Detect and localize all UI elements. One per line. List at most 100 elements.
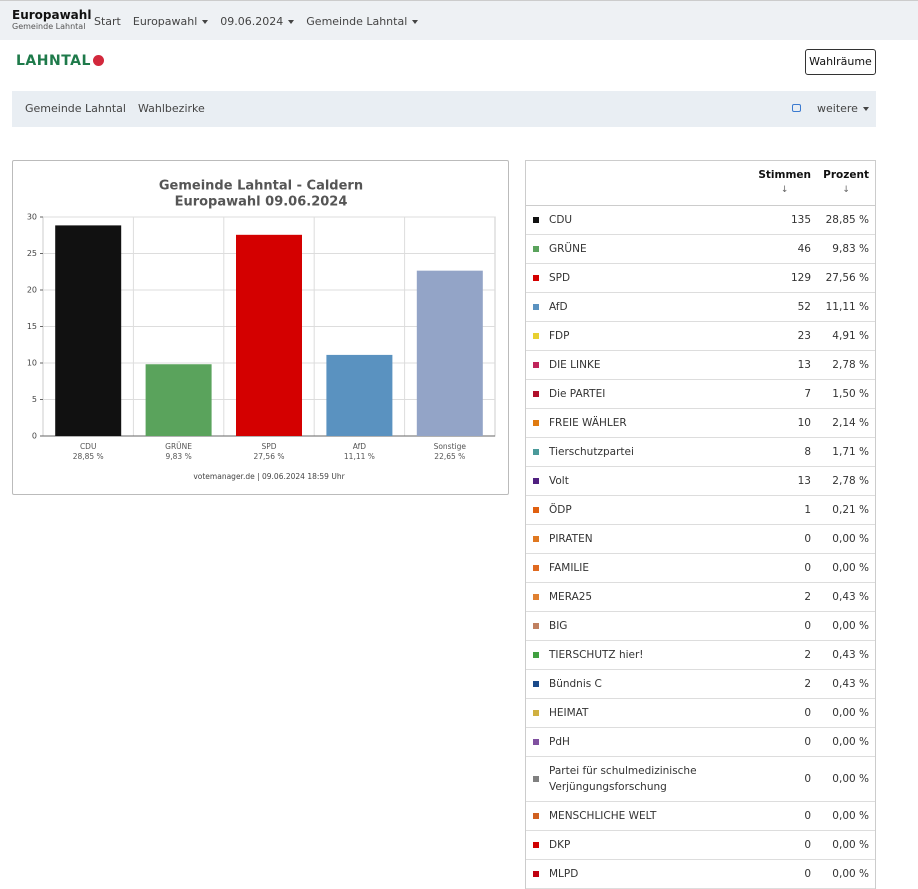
table-row[interactable]: Partei für schulmedizinische Verjüngungs… <box>526 757 875 802</box>
table-row[interactable]: FDP 23 4,91 % <box>526 322 875 351</box>
party-name: PdH <box>549 736 570 748</box>
party-name: DKP <box>549 839 571 851</box>
table-row[interactable]: GRÜNE 46 9,83 % <box>526 235 875 264</box>
button[interactable]: Wahlräume <box>805 49 876 75</box>
table-row[interactable]: AfD 52 11,11 % <box>526 293 875 322</box>
bar <box>236 234 302 436</box>
column-header[interactable]: Prozent ↓ <box>823 169 869 195</box>
table-row[interactable]: MLPD 0 0,00 % <box>526 860 875 889</box>
table-row[interactable]: Die PARTEI 7 1,50 % <box>526 380 875 409</box>
nav-dropdown[interactable]: Europawahl <box>133 15 208 28</box>
table-row[interactable]: MENSCHLICHE WELT 0 0,00 % <box>526 802 875 831</box>
sort-icon: ↓ <box>842 185 850 195</box>
value-label: 27,56 % <box>254 452 285 461</box>
value-label: 22,65 % <box>434 452 465 461</box>
table-row[interactable]: Tierschutzpartei 8 1,71 % <box>526 438 875 467</box>
table-row[interactable]: HEIMAT 0 0,00 % <box>526 699 875 728</box>
percent: 1,50 % <box>832 388 869 400</box>
votes: 8 <box>804 446 811 458</box>
logo[interactable]: LAHNTAL <box>16 53 104 69</box>
bar <box>145 364 212 436</box>
party-color <box>533 333 539 339</box>
table-row[interactable]: CDU 135 28,85 % <box>526 206 875 235</box>
percent: 2,78 % <box>832 359 869 371</box>
y-tick-label: 5 <box>32 395 37 404</box>
print-icon[interactable] <box>792 104 801 112</box>
votes: 0 <box>804 810 811 822</box>
column-title: Prozent <box>823 169 869 181</box>
table-row[interactable]: BIG 0 0,00 % <box>526 612 875 641</box>
table-row[interactable]: SPD 129 27,56 % <box>526 264 875 293</box>
table-row[interactable]: PIRATEN 0 0,00 % <box>526 525 875 554</box>
party-color <box>533 710 539 716</box>
brand-title: Europawahl <box>12 8 92 22</box>
brand[interactable]: Europawahl Gemeinde Lahntal <box>12 8 91 31</box>
percent: 0,43 % <box>832 649 869 661</box>
breadcrumb-link[interactable]: Wahlbezirke <box>137 102 205 115</box>
party-name: FREIE WÄHLER <box>549 417 627 429</box>
nav-link[interactable]: Start <box>94 15 121 28</box>
x-tick-label: AfD <box>353 442 367 451</box>
nav-dropdown[interactable]: Gemeinde Lahntal <box>306 15 418 28</box>
table-row[interactable]: Bündnis C 2 0,43 % <box>526 670 875 699</box>
y-tick-label: 0 <box>32 432 37 441</box>
nav-dropdown[interactable]: 09.06.2024 <box>220 15 294 28</box>
percent: 1,71 % <box>832 446 869 458</box>
column-header[interactable]: Stimmen ↓ <box>758 169 811 195</box>
navbar: Europawahl Gemeinde Lahntal Start Europa… <box>0 0 918 40</box>
party-name: Volt <box>549 475 569 487</box>
votes: 0 <box>804 562 811 574</box>
party-color <box>533 478 539 484</box>
brand-subtitle: Gemeinde Lahntal <box>12 22 86 31</box>
percent: 11,11 % <box>825 301 869 313</box>
percent: 0,00 % <box>832 839 869 851</box>
table-row[interactable]: DKP 0 0,00 % <box>526 831 875 860</box>
y-tick-label: 15 <box>27 322 37 331</box>
votes: 0 <box>804 868 811 880</box>
percent: 0,00 % <box>832 868 869 880</box>
votes: 2 <box>804 591 811 603</box>
breadcrumb: Gemeinde Lahntal Wahlbezirke weitere <box>12 91 876 127</box>
x-tick-label: Sonstige <box>434 442 467 451</box>
table-header: Stimmen ↓ Prozent ↓ <box>526 161 875 206</box>
more-dropdown[interactable]: weitere <box>817 102 869 115</box>
chart-footer: votemanager.de | 09.06.2024 18:59 Uhr <box>193 472 345 481</box>
party-color <box>533 304 539 310</box>
y-tick-label: 20 <box>27 286 37 295</box>
bar <box>326 354 393 436</box>
party-color <box>533 507 539 513</box>
chart-panel: Gemeinde Lahntal - Caldern Europawahl 09.… <box>12 160 509 495</box>
party-name: AfD <box>549 301 568 313</box>
party-color <box>533 842 539 848</box>
party-name: MLPD <box>549 868 579 880</box>
votes: 7 <box>804 388 811 400</box>
table-row[interactable]: Volt 13 2,78 % <box>526 467 875 496</box>
y-tick-label: 30 <box>27 213 37 222</box>
percent: 0,00 % <box>832 562 869 574</box>
table-row[interactable]: ÖDP 1 0,21 % <box>526 496 875 525</box>
percent: 2,78 % <box>832 475 869 487</box>
table-row[interactable]: MERA25 2 0,43 % <box>526 583 875 612</box>
chart-title: Gemeinde Lahntal - Caldern <box>159 179 363 194</box>
value-label: 11,11 % <box>344 452 375 461</box>
votes: 0 <box>804 839 811 851</box>
percent: 0,43 % <box>832 678 869 690</box>
table-row[interactable]: DIE LINKE 13 2,78 % <box>526 351 875 380</box>
table-row[interactable]: FAMILIE 0 0,00 % <box>526 554 875 583</box>
table-row[interactable]: FREIE WÄHLER 10 2,14 % <box>526 409 875 438</box>
x-tick-label: CDU <box>80 442 97 451</box>
table-row[interactable]: PdH 0 0,00 % <box>526 728 875 757</box>
table-row[interactable]: TIERSCHUTZ hier! 2 0,43 % <box>526 641 875 670</box>
party-color <box>533 420 539 426</box>
breadcrumb-link[interactable]: Gemeinde Lahntal <box>25 102 126 115</box>
results-table: Stimmen ↓ Prozent ↓ CDU 135 28,85 % GRÜNE 46 9,… <box>525 160 876 889</box>
y-tick-label: 10 <box>27 359 37 368</box>
party-color <box>533 565 539 571</box>
party-name: MENSCHLICHE WELT <box>549 810 657 822</box>
party-name: Die PARTEI <box>549 388 606 400</box>
votes: 0 <box>804 707 811 719</box>
party-name: GRÜNE <box>549 243 587 255</box>
party-color <box>533 623 539 629</box>
column-title: Stimmen <box>758 169 811 181</box>
